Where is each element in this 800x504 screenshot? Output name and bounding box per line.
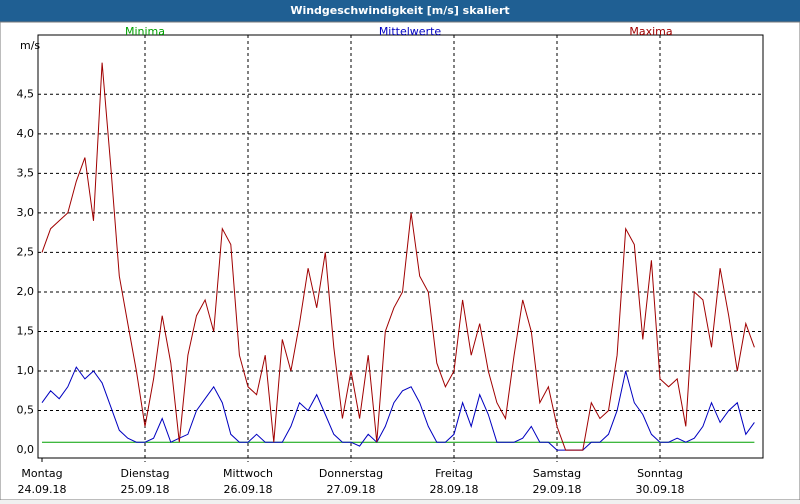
- x-tick-label: Donnerstag: [319, 467, 383, 480]
- y-tick-label: 0,0: [17, 443, 35, 456]
- legend-entry: Mittelwerte: [379, 25, 442, 38]
- x-tick-date: 28.09.18: [430, 483, 479, 496]
- x-tick-date: 30.09.18: [636, 483, 685, 496]
- x-tick-date: 29.09.18: [533, 483, 582, 496]
- window-title: Windgeschwindigkeit [m/s] skaliert: [290, 4, 509, 17]
- legend-entry: Minima: [125, 25, 165, 38]
- x-tick-date: 27.09.18: [327, 483, 376, 496]
- x-tick-date: 25.09.18: [121, 483, 170, 496]
- y-tick-label: 4,5: [17, 87, 35, 100]
- y-tick-label: 3,0: [17, 206, 35, 219]
- x-tick-label: Dienstag: [120, 467, 169, 480]
- y-tick-label: 3,5: [17, 166, 35, 179]
- y-tick-label: 0,5: [17, 404, 35, 417]
- x-tick-label: Montag: [21, 467, 62, 480]
- plot-frame: [37, 34, 764, 459]
- x-tick-label: Samstag: [533, 467, 581, 480]
- x-tick-date: 26.09.18: [224, 483, 273, 496]
- x-tick-label: Mittwoch: [223, 467, 273, 480]
- x-tick-date: 24.09.18: [18, 483, 67, 496]
- legend-entry: Maxima: [629, 25, 672, 38]
- title-bar: [0, 0, 800, 22]
- y-axis-label: m/s: [20, 39, 40, 52]
- y-tick-label: 2,5: [17, 245, 35, 258]
- y-tick-label: 1,5: [17, 324, 35, 337]
- y-tick-label: 1,0: [17, 364, 35, 377]
- y-tick-label: 2,0: [17, 285, 35, 298]
- series-line: [41, 366, 755, 451]
- x-tick-label: Sonntag: [637, 467, 683, 480]
- y-tick-label: 4,0: [17, 127, 35, 140]
- plot-background: [0, 21, 800, 501]
- x-tick-label: Freitag: [435, 467, 473, 480]
- series-line: [41, 62, 755, 451]
